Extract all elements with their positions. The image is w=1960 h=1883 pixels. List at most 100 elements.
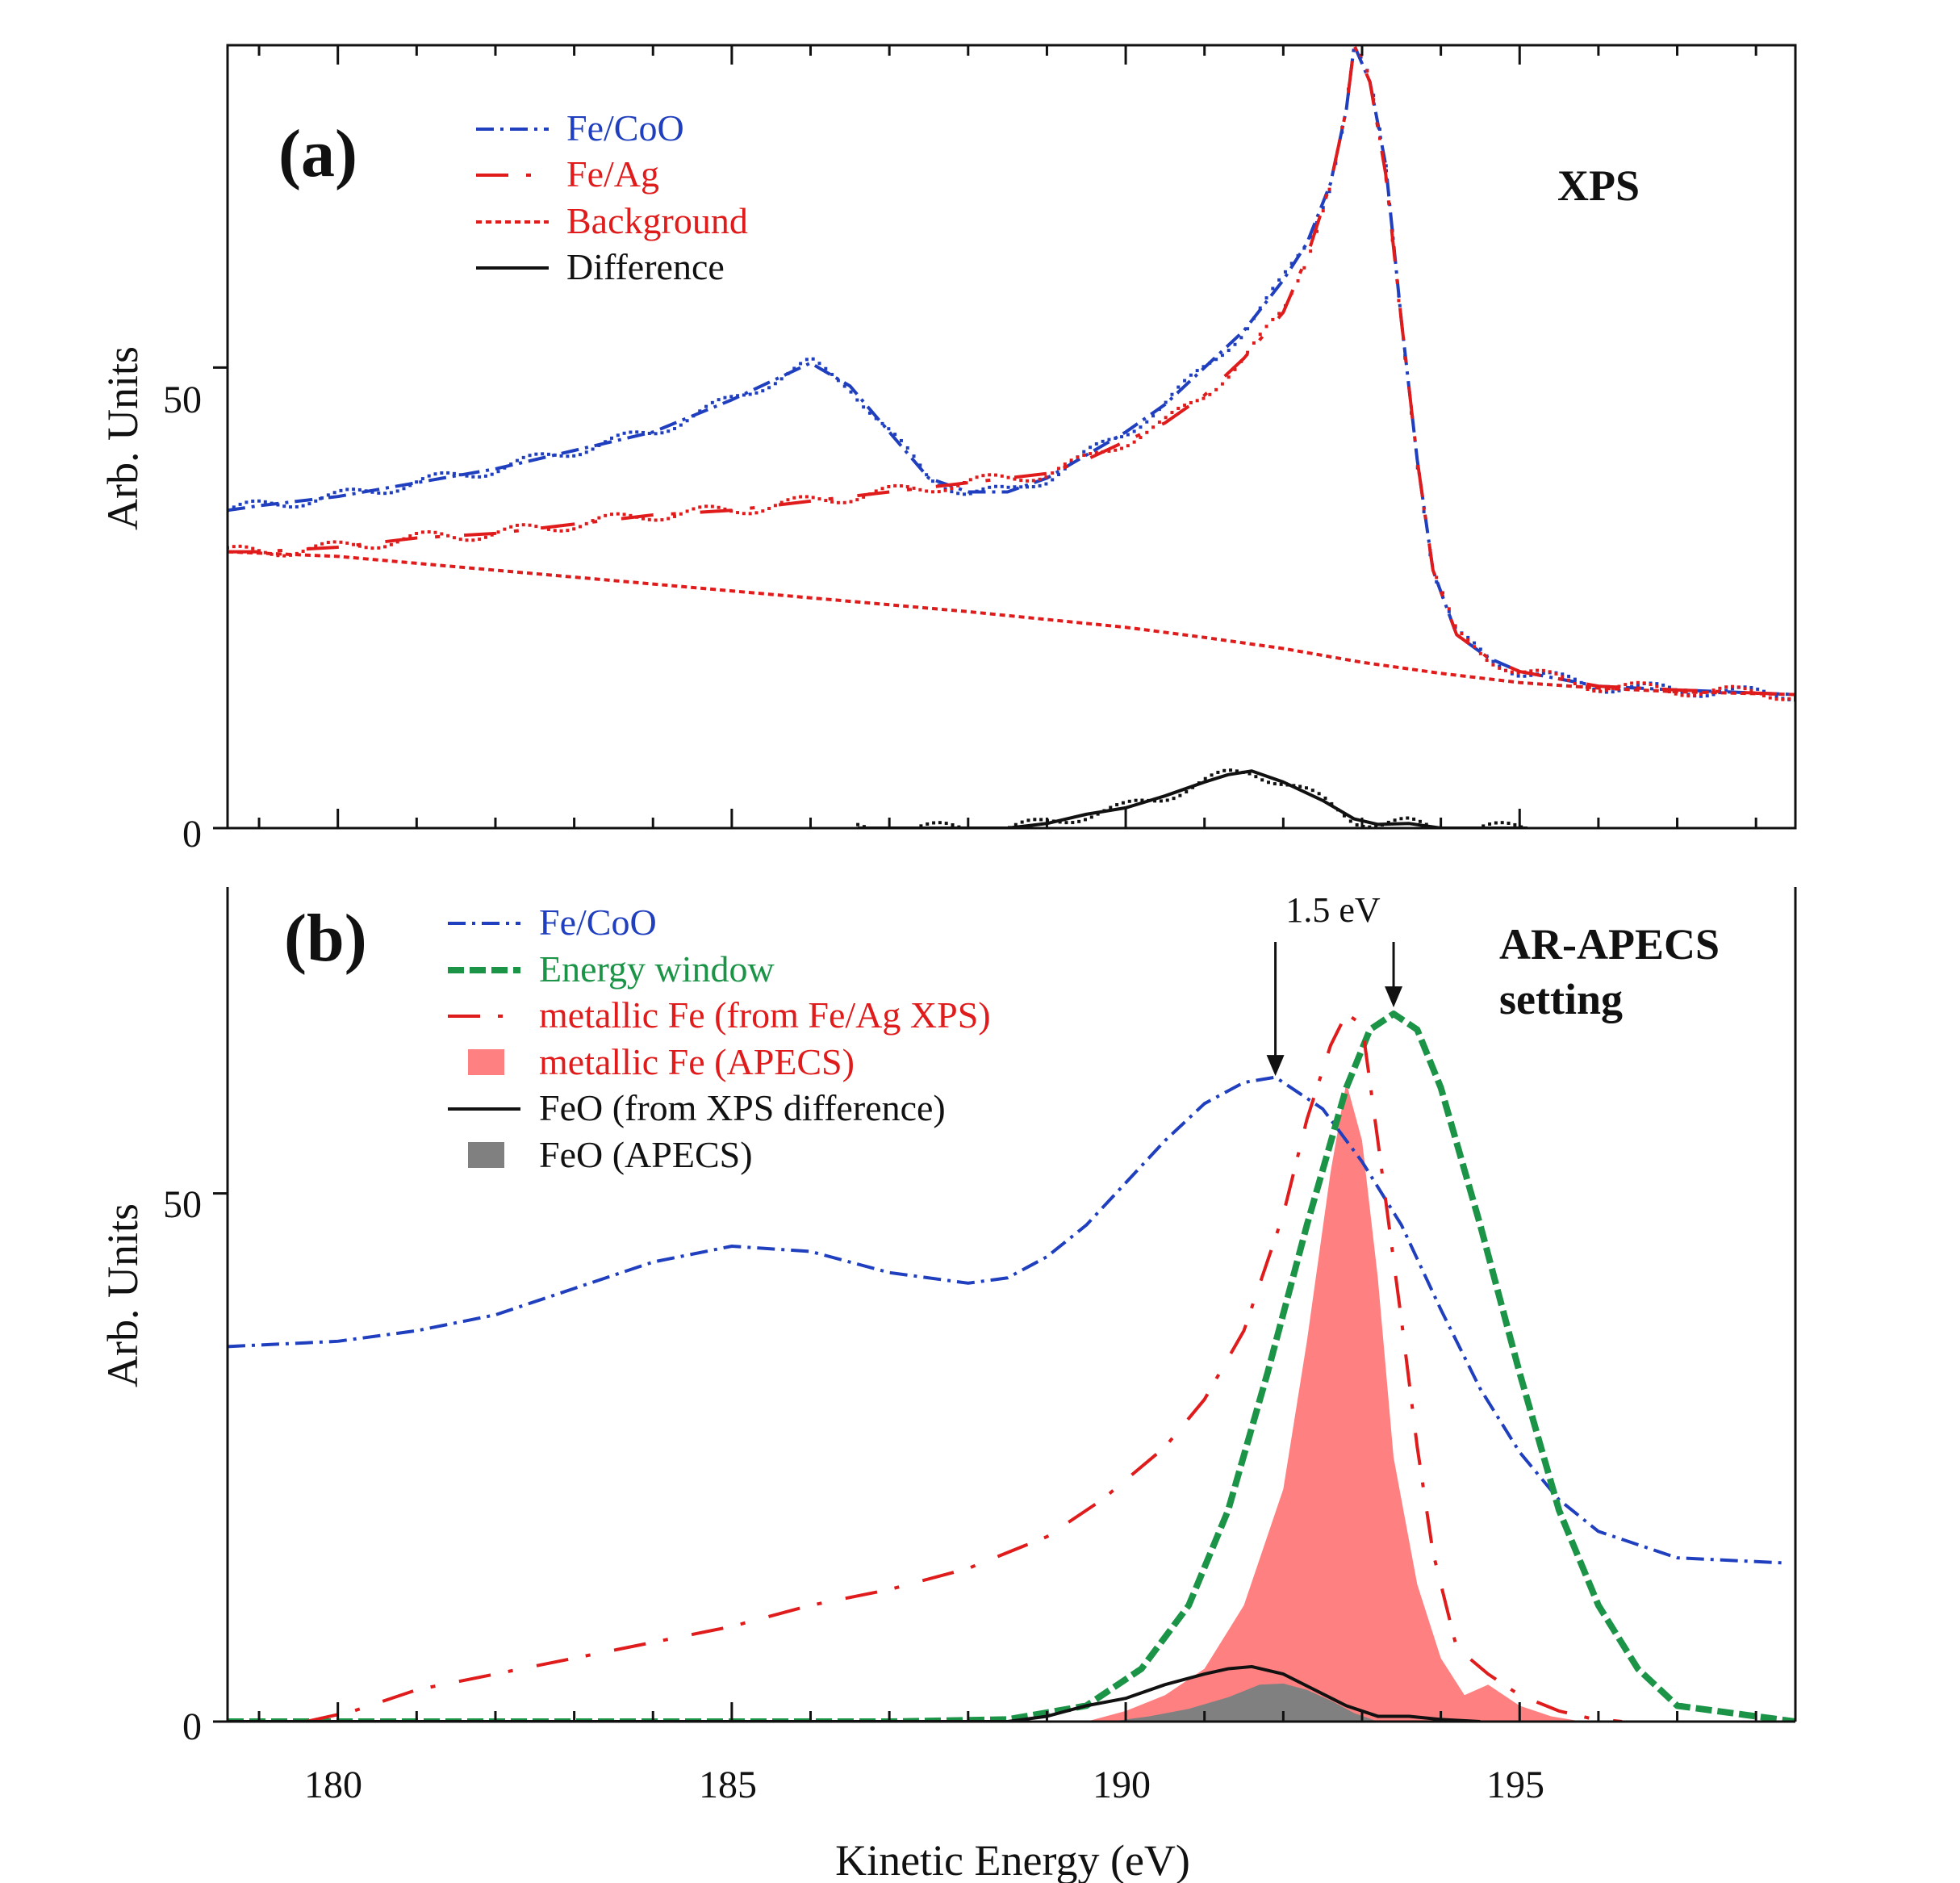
legend-label: Fe/CoO [566,107,684,149]
legend-label: FeO (APECS) [539,1134,753,1175]
data-point [584,521,588,525]
data-point [748,512,752,516]
data-point [1145,420,1149,424]
data-point [395,489,399,493]
data-point [1165,798,1169,802]
data-point [799,495,803,499]
data-point [1536,668,1540,672]
data-point [899,483,903,487]
data-point [1145,430,1149,434]
data-point [1323,796,1327,800]
data-point [1674,692,1678,696]
data-point [1756,687,1760,691]
data-point [881,831,884,835]
data-point [458,473,462,477]
data-point [830,372,834,376]
data-point [301,504,305,508]
data-point [1153,799,1157,803]
data-point [609,436,613,440]
data-point [1321,206,1325,210]
data-point [244,500,249,504]
xtick-label: 190 [1093,1764,1151,1806]
legend-label: Background [566,200,748,241]
data-point [1172,797,1176,801]
panel-a-ytick-label: 0 [182,813,202,856]
data-point [1384,177,1388,181]
legend-label: FeO (from XPS difference) [539,1087,946,1128]
data-point [1216,770,1220,774]
data-point [641,517,646,521]
data-point [364,546,368,550]
data-point [1178,793,1182,797]
data-point [1516,674,1520,678]
data-point [824,366,828,370]
data-point [1296,253,1300,257]
data-point [1289,262,1293,266]
data-point [1147,798,1151,802]
data-point [604,513,608,517]
data-point [1031,485,1035,489]
data-point [1013,477,1017,481]
data-point [1491,663,1495,667]
legend-item: Energy window [448,948,775,990]
annotation-arrow-head [1385,986,1403,1008]
data-point [1711,693,1716,697]
data-point [509,462,513,467]
data-point [1239,359,1243,363]
data-point [1523,674,1527,678]
data-point [779,377,784,381]
data-point [1781,697,1785,701]
data-point [1139,425,1143,429]
data-point [893,433,897,437]
data-point [352,542,356,546]
xtick-label: 180 [304,1764,362,1806]
data-point [907,829,910,832]
data-point [836,500,840,504]
data-point [811,357,815,361]
data-point [1151,425,1156,429]
data-point [1260,778,1264,782]
data-point [1548,670,1552,674]
data-point [736,511,740,515]
data-point [899,438,903,442]
data-point [1510,672,1514,676]
data-point [1107,437,1111,441]
data-point [1469,829,1473,832]
data-point [799,362,803,366]
data-point [842,384,846,388]
data-point [804,358,809,362]
data-point [1258,306,1262,310]
data-point [880,421,884,425]
data-point [1195,369,1199,373]
data-point [1057,473,1061,477]
data-point [1561,675,1565,679]
data-point [1655,684,1659,688]
data-point [804,495,809,499]
data-point [951,823,955,827]
data-point [402,487,406,491]
data-point [490,472,494,476]
data-point [1636,683,1640,687]
data-point [1441,591,1445,595]
data-point [1642,681,1646,685]
legend-swatch-metallic-fe-apecs [468,1049,504,1075]
data-point [345,541,349,545]
data-point [710,400,714,404]
data-point [244,545,249,549]
data-point [1283,303,1287,308]
data-point [1114,448,1118,452]
legend-swatch-feo-apecs [468,1142,504,1168]
data-point [1170,392,1174,396]
panel-a-ticks [213,45,1757,830]
data-point [232,545,236,549]
data-point [993,473,997,477]
data-point [1491,659,1495,663]
data-point [1094,450,1098,454]
data-point [515,458,519,462]
data-point [792,496,796,500]
data-point [754,391,759,395]
data-point [944,822,948,826]
data-point [1164,416,1168,420]
data-point [1724,688,1728,693]
data-point [1661,683,1665,687]
